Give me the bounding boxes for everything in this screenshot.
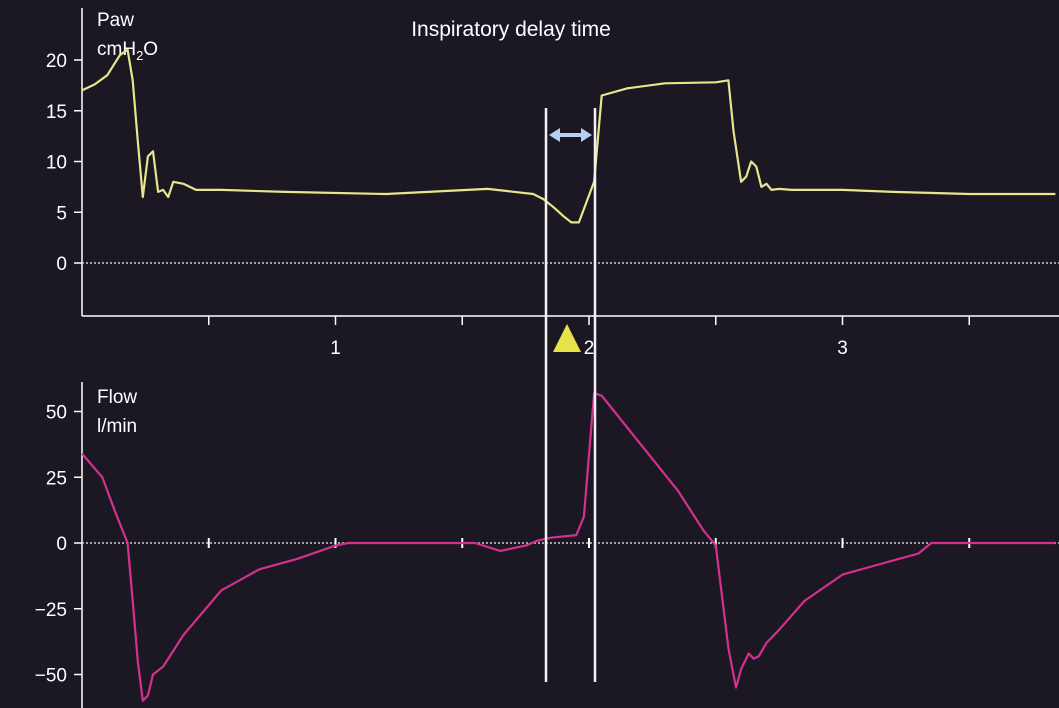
pressure-x-tick-label: 3 xyxy=(837,338,848,359)
pressure-unit-subscript: 2 xyxy=(136,48,143,63)
pressure-axis-unit: cmH2O xyxy=(97,39,158,63)
flow-y-tick-label: 25 xyxy=(46,468,67,489)
pressure-y-tick-label: 0 xyxy=(56,254,67,275)
pressure-y-tick-label: 20 xyxy=(46,51,67,72)
pressure-y-tick-label: 10 xyxy=(46,153,67,174)
flow-y-tick-label: 0 xyxy=(56,534,67,555)
flow-trace xyxy=(81,392,1056,702)
pressure-unit-end: O xyxy=(143,39,158,60)
delay-arrow-left-head xyxy=(549,128,560,142)
flow-y-tick-label: −50 xyxy=(35,666,67,687)
flow-axis-title: Flow xyxy=(97,387,137,408)
pressure-x-tick-label: 2 xyxy=(584,338,595,359)
trigger-marker xyxy=(553,324,581,352)
pressure-x-tick-label: 1 xyxy=(330,338,341,359)
pressure-unit-base: cmH xyxy=(97,39,136,60)
annotation-layer: Inspiratory delay time xyxy=(411,18,611,682)
pressure-y-tick-label: 15 xyxy=(46,102,67,123)
pressure-axis-title: Paw xyxy=(97,10,134,31)
delay-arrow-right-head xyxy=(581,128,592,142)
annotation-title: Inspiratory delay time xyxy=(411,18,611,41)
flow-axis-unit: l/min xyxy=(97,416,137,437)
pressure-trace xyxy=(81,48,1056,224)
flow-panel: 50 25 0 −25 −50 Flow l/min xyxy=(35,382,1059,708)
flow-y-tick-label: 50 xyxy=(46,403,67,424)
flow-y-tick-label: −25 xyxy=(35,600,67,621)
pressure-y-tick-label: 5 xyxy=(56,203,67,224)
